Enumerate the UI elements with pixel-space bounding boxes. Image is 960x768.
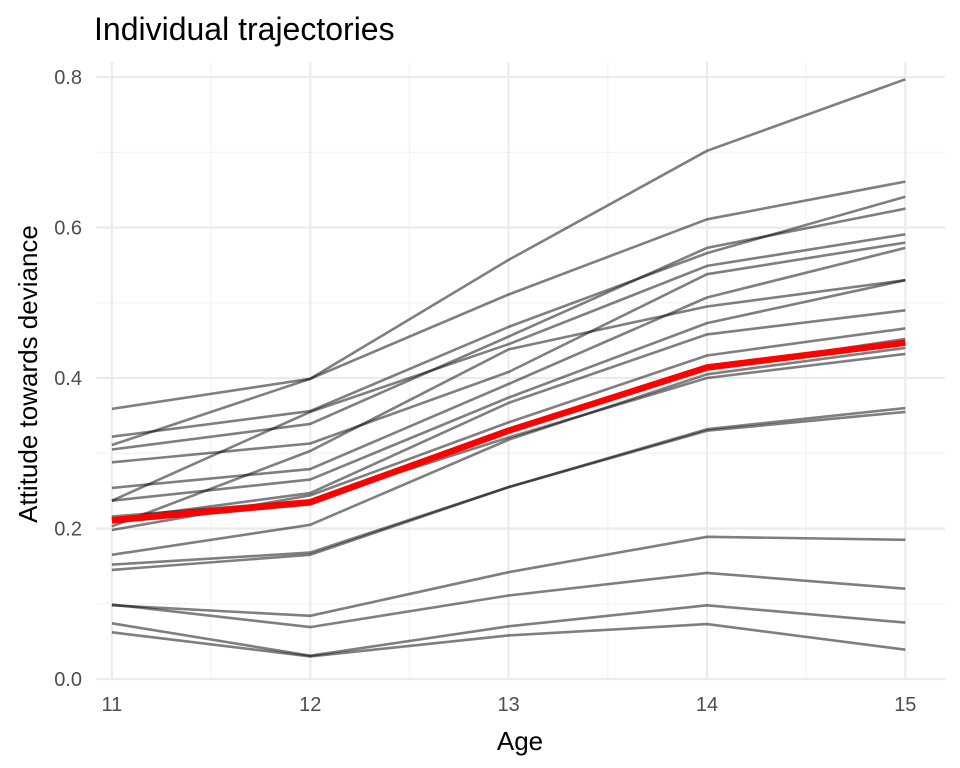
- trajectory-line-6: [111, 241, 906, 464]
- trajectory-line-17: [111, 535, 906, 618]
- y-tick-label: 0.8: [54, 67, 82, 89]
- y-axis-tick-labels: 0.0 0.2 0.4 0.6 0.8: [54, 67, 82, 691]
- y-tick-label: 0.6: [54, 218, 82, 240]
- trajectory-line-14: [111, 346, 906, 557]
- x-tick-label: 15: [894, 694, 916, 716]
- trajectory-line-2: [111, 180, 906, 447]
- trajectory-line-5: [111, 233, 906, 502]
- trajectory-line-1: [111, 78, 906, 411]
- trajectory-line-8: [111, 278, 906, 528]
- trajectory-line-19: [111, 603, 906, 658]
- y-tick-label: 0.4: [54, 368, 82, 390]
- trajectory-line-4: [111, 207, 906, 451]
- y-tick-label: 0.0: [54, 669, 82, 691]
- major-gridlines: [96, 62, 945, 681]
- mean-trajectory-line: [111, 339, 906, 524]
- mean-trajectory: [111, 339, 906, 524]
- x-tick-label: 11: [101, 694, 122, 716]
- trajectory-line-20: [111, 622, 906, 658]
- trajectory-line-16: [111, 410, 906, 572]
- x-tick-label: 13: [497, 694, 519, 716]
- minor-gridlines: [96, 62, 945, 679]
- chart-title: Individual trajectories: [94, 11, 395, 47]
- trajectory-line-18: [111, 571, 906, 629]
- x-tick-label: 12: [299, 694, 321, 716]
- x-tick-label: 14: [696, 694, 718, 716]
- trajectory-line-10: [111, 309, 906, 521]
- trajectory-line-9: [111, 278, 906, 502]
- y-tick-label: 0.2: [54, 519, 82, 541]
- y-axis-title: Attitude towards deviance: [13, 225, 43, 523]
- x-axis-title: Age: [497, 726, 543, 756]
- x-axis-tick-labels: 11 12 13 14 15: [101, 694, 916, 716]
